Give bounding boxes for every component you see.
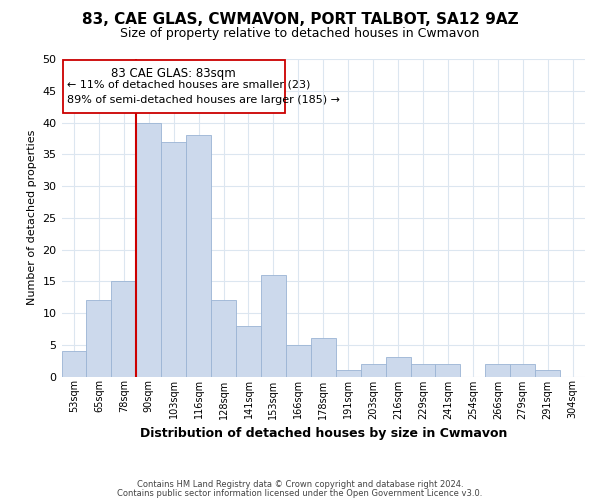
Bar [410,364,436,376]
Text: Contains public sector information licensed under the Open Government Licence v3: Contains public sector information licen… [118,488,482,498]
Bar [136,122,161,376]
Text: 89% of semi-detached houses are larger (185) →: 89% of semi-detached houses are larger (… [67,94,340,104]
Bar [436,364,460,376]
FancyBboxPatch shape [63,60,284,113]
Bar [336,370,361,376]
Bar [161,142,186,376]
Bar [211,300,236,376]
Text: Contains HM Land Registry data © Crown copyright and database right 2024.: Contains HM Land Registry data © Crown c… [137,480,463,489]
Bar [186,135,211,376]
Bar [236,326,261,376]
Bar [86,300,112,376]
Bar [112,282,136,376]
Bar [62,351,86,376]
Text: 83 CAE GLAS: 83sqm: 83 CAE GLAS: 83sqm [112,66,236,80]
Text: Size of property relative to detached houses in Cwmavon: Size of property relative to detached ho… [121,28,479,40]
Bar [311,338,336,376]
X-axis label: Distribution of detached houses by size in Cwmavon: Distribution of detached houses by size … [140,427,507,440]
Bar [361,364,386,376]
Bar [286,345,311,376]
Bar [261,275,286,376]
Bar [510,364,535,376]
Bar [535,370,560,376]
Text: ← 11% of detached houses are smaller (23): ← 11% of detached houses are smaller (23… [67,80,310,90]
Bar [485,364,510,376]
Bar [386,358,410,376]
Y-axis label: Number of detached properties: Number of detached properties [27,130,37,306]
Text: 83, CAE GLAS, CWMAVON, PORT TALBOT, SA12 9AZ: 83, CAE GLAS, CWMAVON, PORT TALBOT, SA12… [82,12,518,28]
